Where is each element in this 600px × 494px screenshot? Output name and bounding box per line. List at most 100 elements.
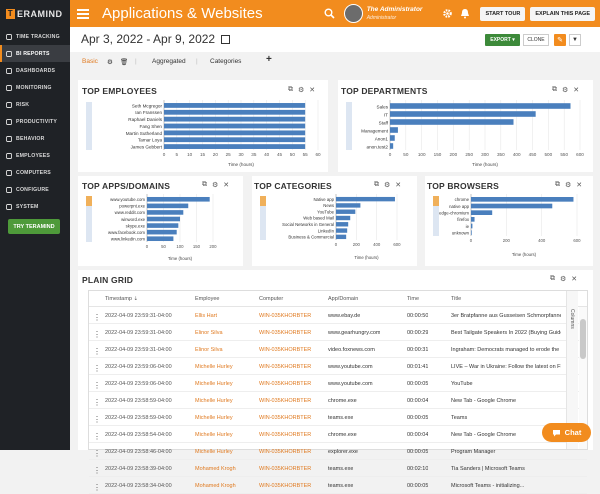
- cell-employee[interactable]: Mohamed Krogh: [195, 483, 236, 489]
- sidebar-item-productivity[interactable]: PRODUCTIVITY: [0, 113, 70, 130]
- search-icon[interactable]: [324, 8, 335, 19]
- sidebar-item-monitoring[interactable]: MONITORING: [0, 79, 70, 96]
- gear-icon[interactable]: ⚙: [107, 59, 113, 66]
- gear-icon[interactable]: ⚙: [298, 87, 305, 94]
- table-row[interactable]: ⋮ 2022-04-09 23:59:31-04:00 Elinor Silva WI…: [89, 341, 587, 358]
- cell-computer[interactable]: WIN-035KHORBTER: [259, 466, 312, 472]
- row-menu-icon[interactable]: ⋮: [93, 415, 101, 424]
- table-row[interactable]: ⋮ 2022-04-09 23:59:31-04:00 Ellis Hart WIN-…: [89, 307, 587, 324]
- gear-icon[interactable]: ⚙: [384, 182, 391, 189]
- cell-computer[interactable]: WIN-035KHORBTER: [259, 432, 312, 438]
- copy-icon[interactable]: ⧉: [288, 86, 293, 93]
- sidebar-item-bi-reports[interactable]: BI REPORTS: [0, 45, 70, 62]
- gear-icon[interactable]: ⚙: [212, 182, 219, 189]
- sidebar-item-employees[interactable]: EMPLOYEES: [0, 147, 70, 164]
- gear-icon[interactable]: ⚙: [560, 276, 567, 283]
- copy-icon[interactable]: ⧉: [555, 181, 560, 188]
- table-row[interactable]: ⋮ 2022-04-09 23:58:54-04:00 Michelle Hurle…: [89, 426, 587, 443]
- gear-icon[interactable]: ⚙: [562, 87, 569, 94]
- cell-employee[interactable]: Ellis Hart: [195, 313, 218, 319]
- row-menu-icon[interactable]: ⋮: [93, 466, 101, 475]
- calendar-icon[interactable]: [221, 35, 231, 44]
- tab-aggregated[interactable]: Aggregated: [152, 58, 186, 65]
- columns-toggle[interactable]: Columns: [566, 291, 578, 449]
- sidebar-item-system[interactable]: SYSTEM: [0, 198, 70, 215]
- table-row[interactable]: ⋮ 2022-04-09 23:58:59-04:00 Michelle Hurle…: [89, 392, 587, 409]
- filter-icon[interactable]: ▼: [569, 34, 581, 46]
- cell-computer[interactable]: WIN-035KHORBTER: [259, 381, 312, 387]
- cell-computer[interactable]: WIN-035KHORBTER: [259, 398, 312, 404]
- close-icon[interactable]: ✕: [571, 276, 578, 283]
- table-row[interactable]: ⋮ 2022-04-09 23:59:06-04:00 Michelle Hurle…: [89, 358, 587, 375]
- close-icon[interactable]: ✕: [573, 87, 580, 94]
- copy-icon[interactable]: ⧉: [550, 275, 555, 282]
- tab-basic[interactable]: Basic: [82, 58, 98, 65]
- chat-button[interactable]: Chat: [542, 423, 591, 442]
- close-icon[interactable]: ✕: [395, 182, 402, 189]
- row-menu-icon[interactable]: ⋮: [93, 364, 101, 373]
- copy-icon[interactable]: ⧉: [552, 86, 557, 93]
- sidebar-item-configure[interactable]: CONFIGURE: [0, 181, 70, 198]
- sidebar-item-time-tracking[interactable]: TIME TRACKING: [0, 28, 70, 45]
- avatar[interactable]: [343, 4, 363, 23]
- start-tour-button[interactable]: START TOUR: [480, 6, 526, 21]
- cell-employee[interactable]: Elinor Silva: [195, 347, 223, 353]
- user-info[interactable]: The Administrator Administrator: [367, 6, 423, 22]
- sort-icon[interactable]: ⇣: [132, 296, 139, 302]
- try-teramind-button[interactable]: TRY TERAMIND: [8, 219, 60, 234]
- copy-icon[interactable]: ⧉: [202, 181, 207, 188]
- add-tab-button[interactable]: +: [266, 54, 272, 65]
- col-time[interactable]: Time: [407, 296, 420, 302]
- row-menu-icon[interactable]: ⋮: [93, 449, 101, 458]
- cell-employee[interactable]: Michelle Hurley: [195, 432, 233, 438]
- col-app-domain[interactable]: App/Domain: [328, 296, 359, 302]
- table-row[interactable]: ⋮ 2022-04-09 23:59:31-04:00 Elinor Silva WI…: [89, 324, 587, 341]
- sidebar-item-risk[interactable]: RISK: [0, 96, 70, 113]
- gear-icon[interactable]: [442, 8, 453, 19]
- tab-categories[interactable]: Categories: [210, 58, 242, 65]
- cell-computer[interactable]: WIN-035KHORBTER: [259, 415, 312, 421]
- cell-computer[interactable]: WIN-035KHORBTER: [259, 313, 312, 319]
- close-icon[interactable]: ✕: [223, 182, 230, 189]
- col-title[interactable]: Title: [451, 296, 462, 302]
- table-row[interactable]: ⋮ 2022-04-09 23:58:39-04:00 Mohamed Krogh W…: [89, 460, 587, 477]
- sidebar-item-dashboards[interactable]: DASHBOARDS: [0, 62, 70, 79]
- table-row[interactable]: ⋮ 2022-04-09 23:58:46-04:00 Michelle Hurle…: [89, 443, 587, 460]
- logo[interactable]: T ERAMIND: [0, 0, 70, 28]
- close-icon[interactable]: ✕: [576, 182, 583, 189]
- row-menu-icon[interactable]: ⋮: [93, 347, 101, 356]
- cell-computer[interactable]: WIN-035KHORBTER: [259, 330, 312, 336]
- col-computer[interactable]: Computer: [259, 296, 284, 302]
- table-row[interactable]: ⋮ 2022-04-09 23:59:06-04:00 Michelle Hurle…: [89, 375, 587, 392]
- copy-icon[interactable]: ⧉: [374, 181, 379, 188]
- sidebar-item-behavior[interactable]: BEHAVIOR: [0, 130, 70, 147]
- scrollbar-thumb[interactable]: [580, 319, 586, 359]
- col-employee[interactable]: Employee: [195, 296, 220, 302]
- cell-employee[interactable]: Elinor Silva: [195, 330, 223, 336]
- export-button[interactable]: EXPORT ▾: [485, 34, 520, 46]
- row-menu-icon[interactable]: ⋮: [93, 432, 101, 441]
- date-range-picker[interactable]: Apr 3, 2022 - Apr 9, 2022: [81, 32, 231, 46]
- row-menu-icon[interactable]: ⋮: [93, 330, 101, 339]
- row-menu-icon[interactable]: ⋮: [93, 483, 101, 492]
- trash-icon[interactable]: 🗑: [120, 59, 129, 66]
- cell-employee[interactable]: Michelle Hurley: [195, 381, 233, 387]
- cell-employee[interactable]: Mohamed Krogh: [195, 466, 236, 472]
- row-menu-icon[interactable]: ⋮: [93, 313, 101, 322]
- table-row[interactable]: ⋮ 2022-04-09 23:58:34-04:00 Mohamed Krogh W…: [89, 477, 587, 494]
- cell-computer[interactable]: WIN-035KHORBTER: [259, 347, 312, 353]
- gear-icon[interactable]: ⚙: [565, 182, 572, 189]
- cell-computer[interactable]: WIN-035KHORBTER: [259, 483, 312, 489]
- cell-computer[interactable]: WIN-035KHORBTER: [259, 364, 312, 370]
- row-menu-icon[interactable]: ⋮: [93, 398, 101, 407]
- col-timestamp[interactable]: Timestamp ⇣: [105, 296, 138, 302]
- cell-employee[interactable]: Michelle Hurley: [195, 415, 233, 421]
- cell-employee[interactable]: Michelle Hurley: [195, 364, 233, 370]
- bell-icon[interactable]: [460, 8, 470, 19]
- grid-scrollbar[interactable]: [579, 307, 587, 449]
- edit-icon[interactable]: ✎: [554, 34, 566, 46]
- table-row[interactable]: ⋮ 2022-04-09 23:58:59-04:00 Michelle Hurle…: [89, 409, 587, 426]
- sidebar-item-computers[interactable]: COMPUTERS: [0, 164, 70, 181]
- row-menu-icon[interactable]: ⋮: [93, 381, 101, 390]
- cell-employee[interactable]: Michelle Hurley: [195, 398, 233, 404]
